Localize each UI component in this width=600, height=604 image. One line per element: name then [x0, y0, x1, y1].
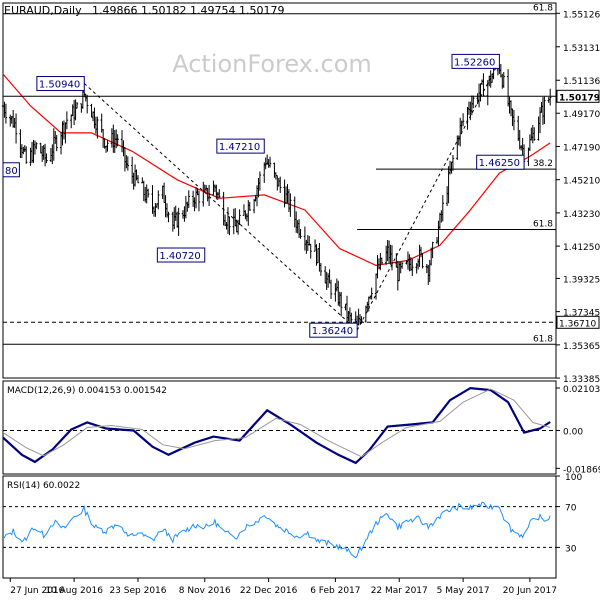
macd-panel-frame: [2, 380, 557, 475]
macd-ytick-label: 0.021032: [563, 385, 600, 395]
price-ytick-label: 1.45210: [563, 177, 600, 187]
price-label-box: [216, 138, 265, 154]
rsi-ytick-label: 70: [565, 504, 577, 514]
price-label-box: [2, 162, 20, 178]
moving-average-line: [2, 73, 551, 267]
last-price-box: [556, 89, 600, 103]
price-label-text: 1.40720: [159, 251, 200, 262]
chart-title: EURAUD,Daily: [4, 4, 82, 17]
x-tick-label: 22 Mar 2017: [371, 586, 428, 596]
price-label-box: [36, 76, 85, 92]
price-ytick-label: 1.47190: [563, 143, 600, 153]
price-ytick-label: 1.33385: [563, 375, 600, 385]
price-label-box: [309, 322, 358, 338]
macd-signal-line: [2, 388, 551, 458]
support-price-label: 1.36710: [559, 319, 596, 329]
trendline: [83, 83, 358, 331]
rsi-ytick-label: 100: [565, 473, 582, 483]
macd-ytick-label: 0.00: [563, 428, 583, 438]
x-tick-label: 10 Aug 2016: [45, 586, 103, 596]
price-ytick-label: 1.37345: [563, 309, 600, 319]
price-ytick-label: 1.49170: [563, 110, 600, 120]
price-label-box: [451, 53, 500, 69]
rsi-title: RSI(14) 60.0022: [7, 481, 80, 491]
price-label-text: 1.47210: [219, 142, 260, 153]
price-label-box: [476, 154, 525, 170]
price-ytick-label: 1.41250: [563, 243, 600, 253]
price-label-text: 1.50940: [39, 80, 80, 91]
price-ytick-label: 1.39325: [563, 275, 600, 285]
macd-line: [2, 386, 551, 465]
x-tick-label: 8 Nov 2016: [179, 586, 231, 596]
x-tick-label: 22 Dec 2016: [240, 586, 298, 596]
watermark: ActionForex.com: [172, 50, 372, 78]
price-ytick-label: 1.51136: [563, 77, 600, 87]
price-ytick-label: 1.43230: [563, 210, 600, 220]
fib-level-label: 38.2: [533, 159, 553, 169]
x-tick-label: 23 Sep 2016: [109, 586, 166, 596]
rsi-ytick-label: 30: [565, 544, 577, 554]
fib-level-label: 61.8: [533, 334, 553, 344]
price-panel-frame: [2, 2, 557, 379]
x-tick-label: 6 Feb 2017: [310, 586, 360, 596]
price-ytick-label: 1.53131: [563, 44, 600, 54]
price-ytick-label: 1.35365: [563, 342, 600, 352]
rsi-line: [2, 501, 551, 559]
x-tick-label: 27 Jun 2016: [10, 586, 64, 596]
macd-ytick-label: -0.018699: [563, 465, 600, 475]
fib-level-label: 61.8: [533, 4, 553, 14]
trendline: [356, 61, 500, 331]
price-ytick-label: 1.55126: [563, 10, 600, 20]
last-price-label: 1.50179: [559, 93, 600, 103]
price-label-text: 1.46250: [479, 158, 520, 169]
price-label-text: 1.52260: [454, 57, 495, 68]
x-tick-label: 20 Jun 2017: [503, 586, 557, 596]
x-tick-label: 5 May 2017: [437, 586, 490, 596]
macd-title: MACD(12,26,9) 0.004153 0.001542: [7, 386, 167, 396]
price-label-text: 1.36240: [312, 326, 353, 337]
price-label-box: [156, 247, 206, 263]
chart-ohlc: 1.49866 1.50182 1.49754 1.50179: [92, 4, 284, 17]
rsi-panel-frame: [2, 475, 557, 579]
price-label-text: 80: [5, 166, 18, 177]
fib-level-label: 61.8: [533, 220, 553, 230]
support-price-box: [556, 315, 600, 329]
